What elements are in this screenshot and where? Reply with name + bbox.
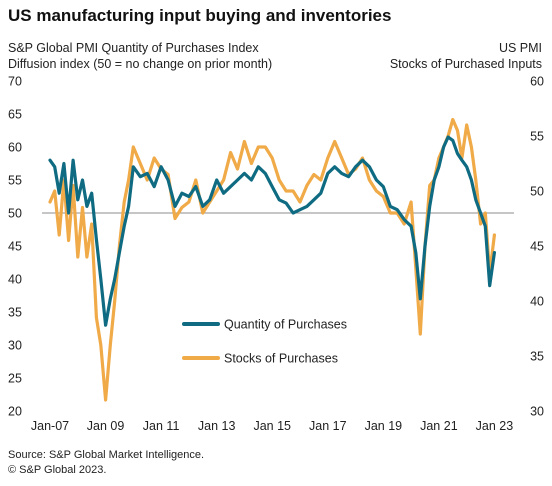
- x-tick-label: Jan 21: [420, 419, 458, 433]
- x-tick-label: Jan 11: [143, 419, 180, 433]
- right-tick-label: 60: [530, 75, 544, 89]
- right-tick-label: 45: [530, 240, 544, 254]
- x-tick-label: Jan 13: [198, 419, 236, 433]
- x-tick-label: Jan 09: [87, 419, 125, 433]
- left-axis: 20 25 30 35 40 45 50 55 60 65 70: [8, 75, 22, 419]
- right-axis-title: US PMI: [498, 41, 542, 55]
- right-tick-label: 40: [530, 295, 544, 309]
- left-axis-subtitle: Diffusion index (50 = no change on prior…: [8, 57, 273, 71]
- right-axis: 30 35 40 45 50 55 60: [530, 75, 544, 419]
- quantity-of-purchases-line: [48, 135, 496, 327]
- footer: Source: S&P Global Market Intelligence. …: [8, 448, 204, 478]
- right-tick-label: 30: [530, 405, 544, 419]
- copyright-note: © S&P Global 2023.: [8, 464, 107, 476]
- x-tick-label: Jan-07: [31, 419, 69, 433]
- left-tick-label: 35: [8, 306, 22, 320]
- left-tick-label: 70: [8, 75, 22, 89]
- left-axis-heading: S&P Global PMI Quantity of Purchases Ind…: [8, 40, 272, 72]
- left-tick-label: 20: [8, 405, 22, 419]
- right-tick-label: 35: [530, 350, 544, 364]
- left-tick-label: 55: [8, 174, 22, 188]
- x-tick-label: Jan 17: [309, 419, 347, 433]
- left-axis-title: S&P Global PMI Quantity of Purchases Ind…: [8, 41, 259, 55]
- left-tick-label: 60: [8, 141, 22, 155]
- left-tick-label: 45: [8, 240, 22, 254]
- legend-label-stocks: Stocks of Purchases: [224, 352, 338, 366]
- left-tick-label: 40: [8, 273, 22, 287]
- left-tick-label: 65: [8, 108, 22, 122]
- x-axis: Jan-07 Jan 09 Jan 11 Jan 13 Jan 15 Jan 17 Jan …: [31, 419, 513, 433]
- source-note: Source: S&P Global Market Intelligence.: [8, 449, 205, 461]
- left-tick-label: 30: [8, 339, 22, 353]
- chart-title: US manufacturing input buying and invent…: [8, 6, 392, 25]
- x-tick-label: Jan 19: [365, 419, 403, 433]
- x-tick-label: Jan 23: [476, 419, 514, 433]
- legend-label-quantity: Quantity of Purchases: [224, 318, 347, 332]
- series-layer: [48, 117, 496, 402]
- x-tick-label: Jan 15: [253, 419, 291, 433]
- right-axis-subtitle: Stocks of Purchased Inputs: [389, 57, 542, 71]
- right-axis-heading: US PMI Stocks of Purchased Inputs: [390, 40, 542, 72]
- right-tick-label: 55: [530, 130, 544, 144]
- left-tick-label: 25: [8, 372, 22, 386]
- legend: Quantity of Purchases Stocks of Purchases: [182, 318, 347, 366]
- right-tick-label: 50: [530, 185, 544, 199]
- left-tick-label: 50: [8, 207, 22, 221]
